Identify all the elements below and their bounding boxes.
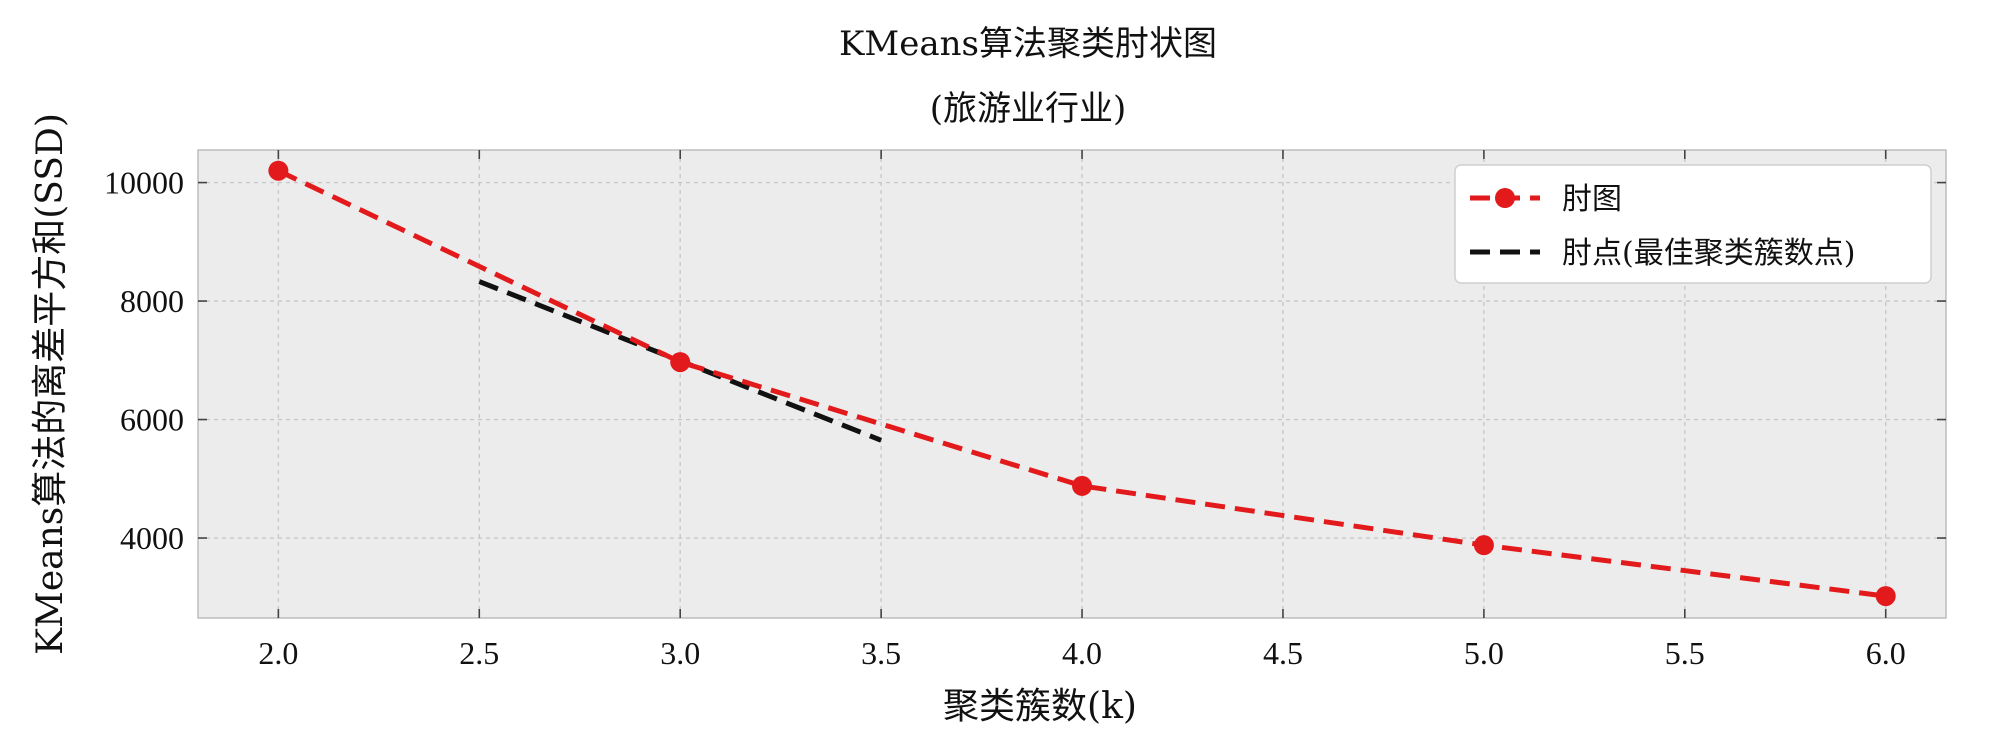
- y-axis-label: KMeans算法的离差平方和(SSD): [30, 113, 71, 655]
- series-layer: [268, 160, 1896, 607]
- legend-box: [1454, 164, 1932, 284]
- legend: 肘图 肘点(最佳聚类簇数点): [1454, 164, 1932, 284]
- elbow-point-marker: [1875, 586, 1896, 607]
- x-axis-ticks: 2.0 2.5 3.0 3.5 4.0 4.5 5.0 5.5 6.0: [258, 150, 1906, 671]
- x-tick-label: 2.0: [258, 635, 298, 671]
- elbow-point-marker: [1072, 475, 1093, 496]
- x-grid: [277, 150, 1887, 618]
- y-axis-ticks: 4000 6000 8000 10000: [104, 165, 1946, 556]
- elbow-point-marker: [670, 352, 691, 373]
- y-tick-label: 8000: [120, 283, 184, 319]
- x-tick-label: 4.0: [1062, 635, 1102, 671]
- elbow-point-marker: [268, 160, 289, 181]
- x-tick-label: 6.0: [1866, 635, 1906, 671]
- x-tick-label: 5.5: [1665, 635, 1705, 671]
- y-tick-label: 6000: [120, 402, 184, 438]
- chart-title: KMeans算法聚类肘状图: [839, 24, 1217, 64]
- x-tick-label: 2.5: [459, 635, 499, 671]
- legend-marker-elbow: [1495, 188, 1515, 208]
- legend-label-elbow-point: 肘点(最佳聚类簇数点): [1562, 236, 1855, 271]
- x-tick-label: 5.0: [1464, 635, 1504, 671]
- legend-label-elbow: 肘图: [1562, 182, 1622, 217]
- chart-subtitle: (旅游业行业): [930, 89, 1127, 129]
- x-axis-label: 聚类簇数(k): [943, 686, 1137, 727]
- y-tick-label: 4000: [120, 520, 184, 556]
- x-tick-label: 3.5: [861, 635, 901, 671]
- x-tick-label: 3.0: [660, 635, 700, 671]
- y-tick-label: 10000: [104, 165, 184, 201]
- x-tick-label: 4.5: [1263, 635, 1303, 671]
- elbow-point-marker: [1473, 535, 1494, 556]
